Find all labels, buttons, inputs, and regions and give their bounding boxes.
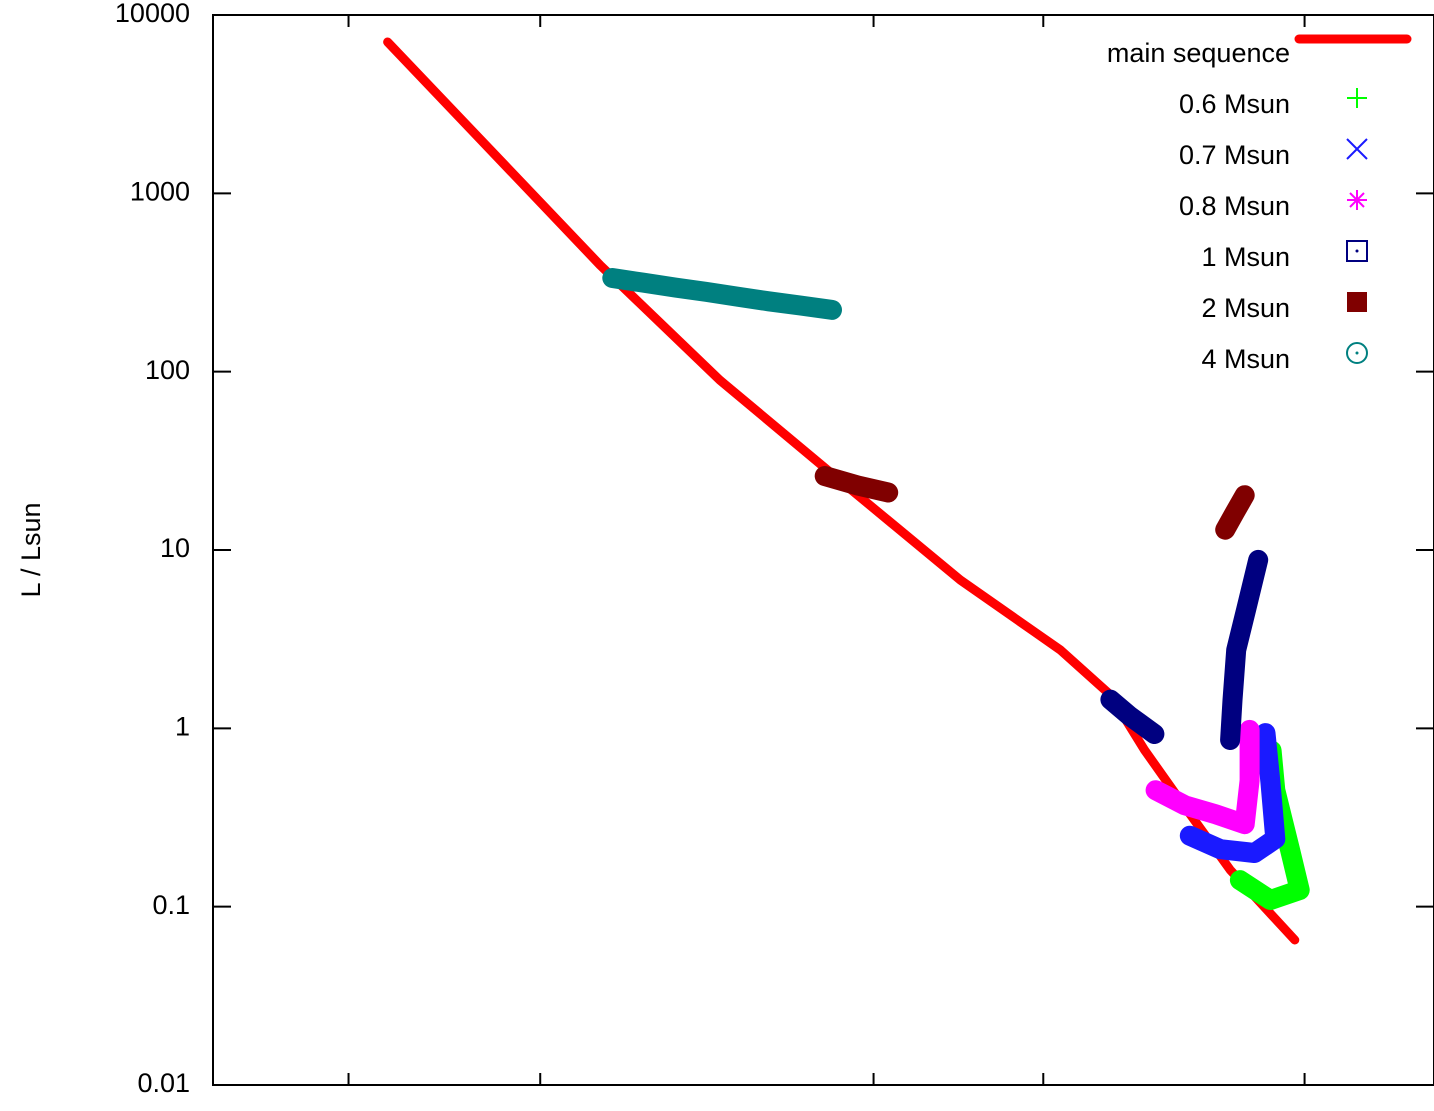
legend-swatch (1347, 88, 1367, 108)
series-line (814, 466, 1255, 540)
legend-label: 1 Msun (1201, 242, 1290, 272)
y-tick-label: 100 (145, 355, 190, 385)
series-line (1100, 549, 1269, 750)
legend-swatch (1346, 240, 1368, 262)
y-tick-label: 1000 (130, 176, 190, 206)
plot-frame (212, 14, 1434, 1086)
series-line (602, 268, 842, 320)
legend-swatch (1355, 351, 1359, 355)
legend-label: 4 Msun (1201, 344, 1290, 374)
legend-swatch (1346, 342, 1368, 364)
legend-label: 0.6 Msun (1179, 89, 1290, 119)
series-line (383, 37, 1300, 945)
legend-label: main sequence (1107, 38, 1290, 68)
series-line (1145, 719, 1260, 835)
y-tick-label: 0.1 (152, 890, 190, 920)
y-tick-label: 10 (160, 533, 190, 563)
y-axis-label: L / Lsun (16, 502, 46, 597)
legend-label: 0.8 Msun (1179, 191, 1290, 221)
legend-swatch (1347, 292, 1367, 312)
y-tick-label: 0.01 (137, 1068, 190, 1098)
legend-swatch (1355, 249, 1359, 253)
legend-label: 2 Msun (1201, 293, 1290, 323)
legend-label: 0.7 Msun (1179, 140, 1290, 170)
series-line (1179, 723, 1286, 863)
legend-swatch (1347, 190, 1367, 210)
y-tick-label: 10000 (115, 0, 190, 28)
legend-swatch (1346, 138, 1368, 160)
y-tick-label: 1 (175, 711, 190, 741)
